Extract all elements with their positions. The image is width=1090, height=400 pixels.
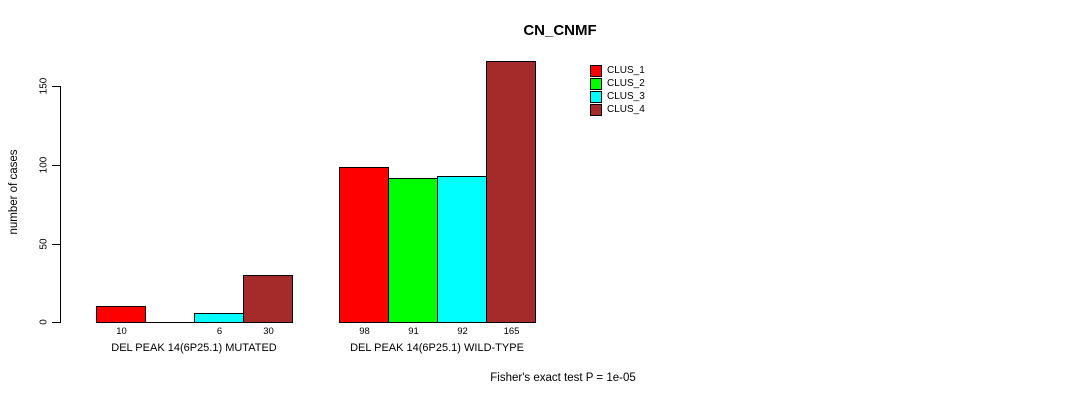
- legend: CLUS_1 CLUS_2 CLUS_3 CLUS_4: [590, 64, 645, 116]
- bar-clus_1-group1: [96, 306, 146, 323]
- bar-clus_3-group2: [437, 176, 487, 323]
- legend-item: CLUS_1: [590, 64, 645, 77]
- legend-label: CLUS_3: [607, 91, 645, 102]
- y-axis-tick-label: 150: [38, 77, 50, 95]
- legend-label: CLUS_1: [607, 65, 645, 76]
- bar-value-label: 91: [408, 326, 419, 337]
- chart-title: CN_CNMF: [523, 22, 597, 39]
- bar-value-label: 10: [116, 326, 127, 337]
- y-axis-tick-label: 50: [38, 238, 50, 250]
- y-axis-tick: [52, 322, 61, 323]
- bar-value-label: 165: [503, 326, 520, 337]
- x-axis-group-label: DEL PEAK 14(6P25.1) MUTATED: [111, 342, 277, 354]
- bar-value-label: 30: [263, 326, 274, 337]
- y-axis-line: [60, 86, 61, 323]
- legend-swatch-icon: [590, 64, 602, 77]
- legend-label: CLUS_2: [607, 78, 645, 89]
- y-axis-tick-label: 100: [38, 156, 50, 174]
- legend-swatch-icon: [590, 90, 602, 103]
- legend-label: CLUS_4: [607, 104, 645, 115]
- y-axis-tick: [52, 86, 61, 87]
- y-axis-tick: [52, 244, 61, 245]
- bar-clus_4-group1: [243, 275, 293, 323]
- legend-item: CLUS_2: [590, 77, 645, 90]
- bar-clus_4-group2: [486, 61, 536, 323]
- x-axis-group-label: DEL PEAK 14(6P25.1) WILD-TYPE: [350, 342, 524, 354]
- legend-item: CLUS_3: [590, 90, 645, 103]
- y-axis-tick-label: 0: [38, 319, 50, 325]
- bar-value-label: 92: [457, 326, 468, 337]
- bar-clus_3-group1: [194, 313, 244, 323]
- legend-swatch-icon: [590, 77, 602, 90]
- bar-value-label: 98: [359, 326, 370, 337]
- legend-swatch-icon: [590, 103, 602, 116]
- bar-value-label: 6: [216, 326, 223, 337]
- y-axis-tick: [52, 165, 61, 166]
- y-axis-label: number of cases: [8, 149, 20, 235]
- legend-item: CLUS_4: [590, 103, 645, 116]
- bar-clus_1-group2: [339, 167, 389, 323]
- fisher-test-note: Fisher's exact test P = 1e-05: [490, 372, 636, 384]
- bar-clus_2-group2: [388, 178, 438, 323]
